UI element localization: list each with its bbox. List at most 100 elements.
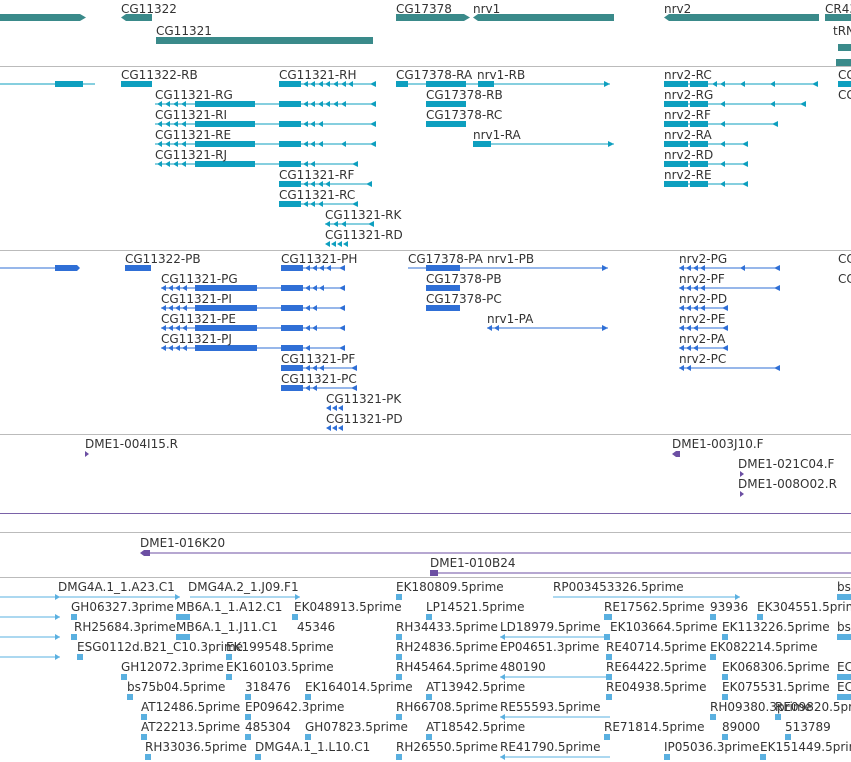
- est-label[interactable]: 513789: [785, 720, 831, 734]
- est-label[interactable]: DMG4A.2_1.J09.F1: [188, 580, 299, 594]
- est-label[interactable]: EK103664.5prime: [610, 620, 718, 634]
- est-label[interactable]: EC: [837, 680, 851, 694]
- est-label[interactable]: 89000: [722, 720, 761, 734]
- transcript-label[interactable]: CG17378-RA: [396, 68, 473, 82]
- transcript-glyphs[interactable]: [0, 0, 851, 250]
- est-label[interactable]: EK151449.5prime: [760, 740, 851, 754]
- est-label[interactable]: MB6A.1_1.J11.C1: [176, 620, 278, 634]
- est-label[interactable]: EP09642.3prime: [245, 700, 345, 714]
- clone-end-label[interactable]: DME1-021C04.F: [738, 457, 835, 471]
- clone-end-label[interactable]: DME1-004I15.R: [85, 437, 179, 451]
- est-label[interactable]: RE55593.5prime: [500, 700, 601, 714]
- protein-label[interactable]: CG11321-PC: [281, 372, 357, 386]
- protein-label[interactable]: CG17378-PB: [426, 272, 502, 286]
- est-label[interactable]: RH09380.3prime: [710, 700, 812, 714]
- gene-label[interactable]: CR43: [825, 2, 851, 16]
- bac-label[interactable]: DME1-016K20: [140, 536, 226, 550]
- est-label[interactable]: EK180809.5prime: [396, 580, 504, 594]
- protein-label[interactable]: CG11321-PI: [161, 292, 232, 306]
- gene-label[interactable]: CG17378: [396, 2, 452, 16]
- est-label[interactable]: RE09820.5prime: [775, 700, 851, 714]
- transcript-label[interactable]: CG11321-RI: [155, 108, 228, 122]
- transcript-label[interactable]: CG: [838, 88, 851, 102]
- est-label[interactable]: RE17562.5prime: [604, 600, 705, 614]
- transcript-label[interactable]: nrv2-RG: [664, 88, 714, 102]
- transcript-label[interactable]: CG11321-RG: [155, 88, 233, 102]
- gene-label[interactable]: nrv2: [664, 2, 692, 16]
- est-label[interactable]: RH45464.5prime: [396, 660, 498, 674]
- transcript-label[interactable]: CG11321-RD: [325, 228, 403, 242]
- est-label[interactable]: DMG4A.1_1.A23.C1: [58, 580, 175, 594]
- est-label[interactable]: EK164014.5prime: [305, 680, 413, 694]
- protein-label[interactable]: nrv2-PF: [679, 272, 725, 286]
- gene-label[interactable]: tRN: [833, 24, 851, 38]
- est-label[interactable]: 93936: [710, 600, 749, 614]
- est-label[interactable]: EK075531.5prime: [722, 680, 830, 694]
- est-label[interactable]: bs: [837, 580, 851, 594]
- est-label[interactable]: RH24836.5prime: [396, 640, 498, 654]
- protein-label[interactable]: CG11321-PD: [326, 412, 403, 426]
- protein-label[interactable]: CG11321-PK: [326, 392, 402, 406]
- bac-label[interactable]: DME1-010B24: [430, 556, 516, 570]
- protein-label[interactable]: CC: [838, 272, 851, 286]
- est-label[interactable]: bs75b04.5prime: [127, 680, 226, 694]
- protein-label[interactable]: CG17378-PC: [426, 292, 502, 306]
- transcript-label[interactable]: nrv2-RC: [664, 68, 712, 82]
- transcript-label[interactable]: nrv2-RE: [664, 168, 712, 182]
- est-label[interactable]: EK304551.5prime: [757, 600, 851, 614]
- clone-end-label[interactable]: DME1-003J10.F: [672, 437, 764, 451]
- est-label[interactable]: EK199548.5prime: [226, 640, 334, 654]
- protein-label[interactable]: CG11321-PF: [281, 352, 356, 366]
- est-label[interactable]: RH25684.3prime: [74, 620, 176, 634]
- est-label[interactable]: AT12486.5prime: [141, 700, 241, 714]
- est-label[interactable]: ESG0112d.B21_C10.3prime: [77, 640, 244, 654]
- protein-label[interactable]: nrv2-PA: [679, 332, 726, 346]
- est-label[interactable]: EK160103.5prime: [226, 660, 334, 674]
- gene-label[interactable]: nrv1: [473, 2, 501, 16]
- est-label[interactable]: bs: [837, 620, 851, 634]
- protein-glyphs[interactable]: [0, 0, 851, 434]
- protein-label[interactable]: CG11321-PJ: [161, 332, 232, 346]
- protein-label[interactable]: nrv2-PD: [679, 292, 728, 306]
- est-label[interactable]: MB6A.1_1.A12.C1: [176, 600, 283, 614]
- est-label[interactable]: RE41790.5prime: [500, 740, 601, 754]
- protein-label[interactable]: nrv1-PB: [487, 252, 535, 266]
- est-label[interactable]: GH07823.5prime: [305, 720, 408, 734]
- transcript-label[interactable]: CG11321-RE: [155, 128, 232, 142]
- transcript-label[interactable]: CG11322-RB: [121, 68, 198, 82]
- clone-end-glyphs[interactable]: [0, 0, 851, 513]
- protein-label[interactable]: nrv2-PE: [679, 312, 726, 326]
- est-label[interactable]: DMG4A.1_1.L10.C1: [255, 740, 371, 754]
- est-label[interactable]: AT18542.5prime: [426, 720, 526, 734]
- transcript-label[interactable]: nrv2-RF: [664, 108, 711, 122]
- est-label[interactable]: RH66708.5prime: [396, 700, 498, 714]
- protein-label[interactable]: CG17378-PA: [408, 252, 483, 266]
- est-label[interactable]: RE40714.5prime: [606, 640, 707, 654]
- est-label[interactable]: EK068306.5prime: [722, 660, 830, 674]
- est-label[interactable]: RH33036.5prime: [145, 740, 247, 754]
- est-label[interactable]: AT13942.5prime: [426, 680, 526, 694]
- est-label[interactable]: 45346: [297, 620, 336, 634]
- est-label[interactable]: AT22213.5prime: [141, 720, 241, 734]
- est-label[interactable]: RE64422.5prime: [606, 660, 707, 674]
- est-label[interactable]: EK048913.5prime: [294, 600, 402, 614]
- est-label[interactable]: LP14521.5prime: [426, 600, 525, 614]
- transcript-label[interactable]: CG11321-RC: [279, 188, 356, 202]
- transcript-label[interactable]: CG17378-RC: [426, 108, 503, 122]
- est-label[interactable]: RH26550.5prime: [396, 740, 498, 754]
- protein-label[interactable]: nrv2-PC: [679, 352, 727, 366]
- est-label[interactable]: EP04651.3prime: [500, 640, 600, 654]
- est-label[interactable]: EK082214.5prime: [710, 640, 818, 654]
- est-label[interactable]: 480190: [500, 660, 546, 674]
- est-label[interactable]: GH06327.3prime: [71, 600, 174, 614]
- transcript-label[interactable]: CG17378-RB: [426, 88, 503, 102]
- gene-label[interactable]: CG11321: [156, 24, 212, 38]
- est-label[interactable]: EK113226.5prime: [722, 620, 830, 634]
- est-label[interactable]: LD18979.5prime: [500, 620, 601, 634]
- clone-end-label[interactable]: DME1-008O02.R: [738, 477, 837, 491]
- bac-glyphs[interactable]: [0, 0, 851, 577]
- transcript-label[interactable]: CG11321-RJ: [155, 148, 228, 162]
- transcript-label[interactable]: CG11321-RK: [325, 208, 402, 222]
- transcript-label[interactable]: nrv2-RD: [664, 148, 714, 162]
